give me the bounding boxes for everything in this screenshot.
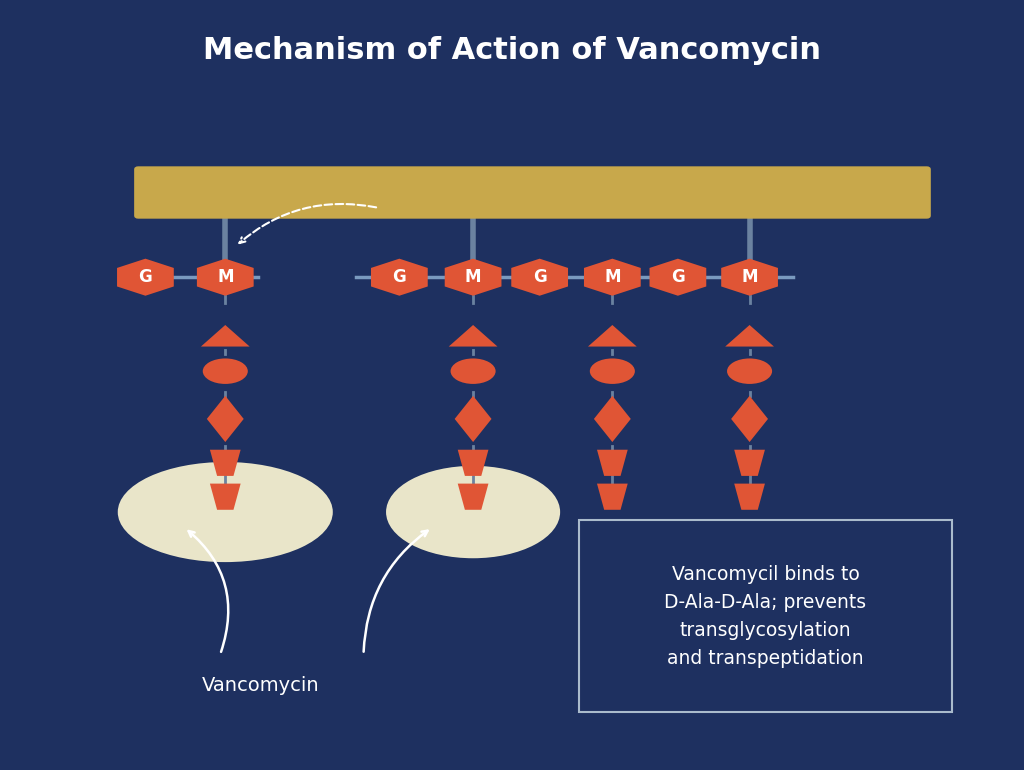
Text: Vancomycin: Vancomycin — [203, 676, 319, 695]
Text: G: G — [532, 268, 547, 286]
Polygon shape — [734, 484, 765, 510]
Polygon shape — [197, 259, 254, 296]
Polygon shape — [511, 259, 568, 296]
Polygon shape — [207, 396, 244, 442]
Polygon shape — [597, 484, 628, 510]
Text: G: G — [138, 268, 153, 286]
Polygon shape — [458, 484, 488, 510]
Text: M: M — [217, 268, 233, 286]
Polygon shape — [597, 450, 628, 476]
Polygon shape — [458, 450, 488, 476]
Polygon shape — [449, 325, 498, 346]
Polygon shape — [594, 396, 631, 442]
Polygon shape — [649, 259, 707, 296]
Polygon shape — [731, 396, 768, 442]
Ellipse shape — [203, 359, 248, 384]
Text: G: G — [392, 268, 407, 286]
Polygon shape — [201, 325, 250, 346]
Polygon shape — [725, 325, 774, 346]
Polygon shape — [444, 259, 502, 296]
Polygon shape — [371, 259, 428, 296]
FancyBboxPatch shape — [579, 520, 952, 712]
Text: Vancomycil binds to
D-Ala-D-Ala; prevents
transglycosylation
and transpeptidatio: Vancomycil binds to D-Ala-D-Ala; prevent… — [665, 564, 866, 668]
FancyBboxPatch shape — [134, 166, 931, 219]
Text: Mechanism of Action of Vancomycin: Mechanism of Action of Vancomycin — [203, 35, 821, 65]
Ellipse shape — [451, 359, 496, 384]
Text: M: M — [604, 268, 621, 286]
Polygon shape — [210, 450, 241, 476]
Ellipse shape — [386, 466, 560, 558]
Ellipse shape — [590, 359, 635, 384]
Polygon shape — [588, 325, 637, 346]
Ellipse shape — [118, 462, 333, 562]
Text: G: G — [671, 268, 685, 286]
Polygon shape — [117, 259, 174, 296]
Ellipse shape — [727, 359, 772, 384]
Text: M: M — [465, 268, 481, 286]
Polygon shape — [210, 484, 241, 510]
Polygon shape — [734, 450, 765, 476]
Polygon shape — [584, 259, 641, 296]
Polygon shape — [455, 396, 492, 442]
Text: M: M — [741, 268, 758, 286]
Polygon shape — [721, 259, 778, 296]
